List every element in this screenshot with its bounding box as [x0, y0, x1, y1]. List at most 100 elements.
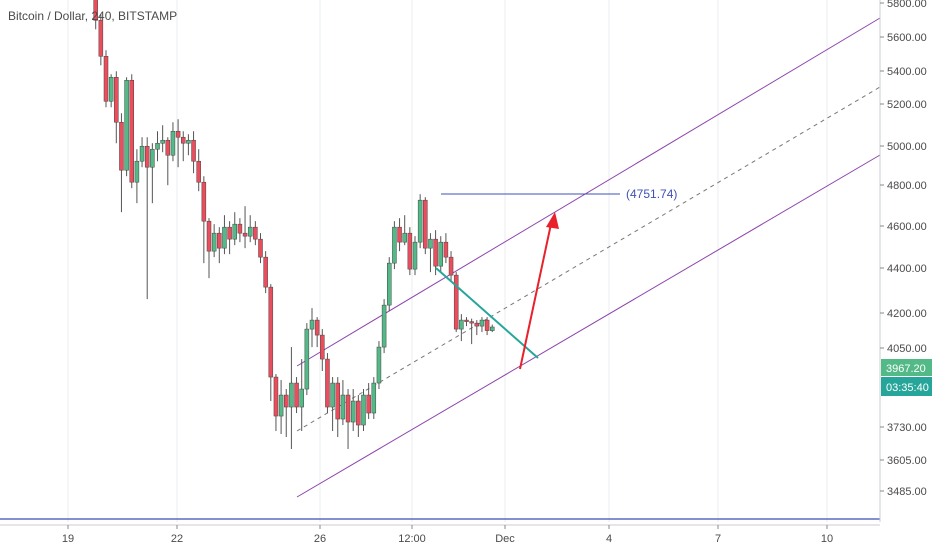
candle-body [479, 319, 485, 327]
candle-body [273, 376, 279, 417]
price-tick-label: 4200.00 [887, 308, 927, 320]
candle [366, 383, 371, 420]
candle [144, 137, 150, 300]
time-tick-label: 7 [715, 533, 721, 545]
candle-body [175, 130, 181, 138]
candle-body [284, 394, 289, 408]
candle-body [412, 241, 418, 270]
candle-body [181, 136, 186, 144]
candle [196, 149, 201, 192]
candle [459, 314, 464, 342]
candle-body [484, 319, 490, 331]
candle-body [258, 238, 263, 258]
candle-body [376, 346, 382, 384]
parallel-channel [296, 17, 881, 498]
candle-body [438, 241, 443, 267]
candle [108, 74, 114, 108]
candle [304, 323, 310, 396]
candle-body [428, 238, 433, 249]
candle [139, 137, 145, 168]
candle-body [268, 286, 274, 378]
candle [103, 50, 109, 108]
candle-body [227, 226, 232, 240]
projection-arrow-head [546, 212, 559, 229]
candle-body [211, 232, 217, 252]
candle [175, 119, 181, 168]
candle [268, 284, 274, 402]
candle [484, 317, 490, 336]
price-tick-label: 4600.00 [887, 221, 927, 233]
candle-body [165, 139, 171, 156]
candle [294, 377, 299, 414]
candle [397, 218, 402, 252]
candle [433, 230, 438, 276]
candle [320, 329, 325, 372]
time-tick-label: 19 [62, 533, 74, 545]
candle [387, 257, 392, 312]
candle-body [124, 80, 129, 171]
candle [350, 389, 356, 432]
price-tick-label: 5600.00 [887, 32, 927, 44]
candle-body [155, 142, 160, 150]
candle-body [170, 130, 176, 156]
candle-body [490, 326, 495, 331]
candle-body [222, 226, 227, 249]
candle [443, 233, 449, 264]
candle-body [139, 145, 145, 162]
candle [335, 377, 340, 438]
candle-body [443, 241, 449, 258]
candle [201, 176, 207, 264]
target-label: (4751.74) [626, 187, 677, 201]
candle [423, 197, 428, 255]
candle-body [114, 77, 119, 123]
candle-body [469, 321, 474, 324]
candle-body [196, 160, 201, 183]
candle [289, 347, 294, 450]
candle [469, 318, 474, 345]
candle [150, 143, 155, 204]
candle-body [464, 319, 469, 322]
candle-body [350, 400, 356, 423]
drawings: (4751.74) [0, 187, 880, 520]
price-tick-label: 5000.00 [887, 141, 927, 153]
candle-body [103, 56, 109, 102]
channel-lower-line [296, 154, 881, 498]
candle-body [304, 328, 310, 390]
candle-body [392, 226, 397, 264]
candle-body [402, 232, 407, 243]
candle-body [320, 334, 325, 360]
candle-body [356, 400, 361, 426]
candle [356, 395, 361, 438]
candle-body [289, 382, 294, 408]
candle-body [201, 181, 207, 222]
candle-body [134, 160, 140, 183]
candle-body [474, 322, 480, 327]
candle [417, 194, 423, 249]
candle [186, 134, 191, 156]
countdown-label: 03:35:40 [886, 382, 929, 394]
candle [98, 14, 104, 66]
candle [371, 377, 377, 420]
candle-body [294, 382, 299, 408]
countdown-badge [881, 377, 932, 396]
candle [314, 317, 320, 348]
candle [407, 227, 413, 276]
candle-body [160, 139, 165, 144]
candle [124, 77, 129, 177]
candle-body [459, 319, 464, 330]
candle [165, 137, 171, 186]
candle [474, 320, 480, 336]
price-tick-label: 4800.00 [887, 180, 927, 192]
candle-body [129, 80, 134, 183]
candle-body [263, 256, 268, 288]
candle-body [433, 238, 438, 267]
candle [284, 389, 289, 438]
candle-body [237, 223, 243, 234]
candle [381, 299, 387, 354]
price-tick-label: 5400.00 [887, 66, 927, 78]
candle [490, 324, 495, 333]
candle [191, 131, 196, 174]
candle [129, 74, 134, 189]
